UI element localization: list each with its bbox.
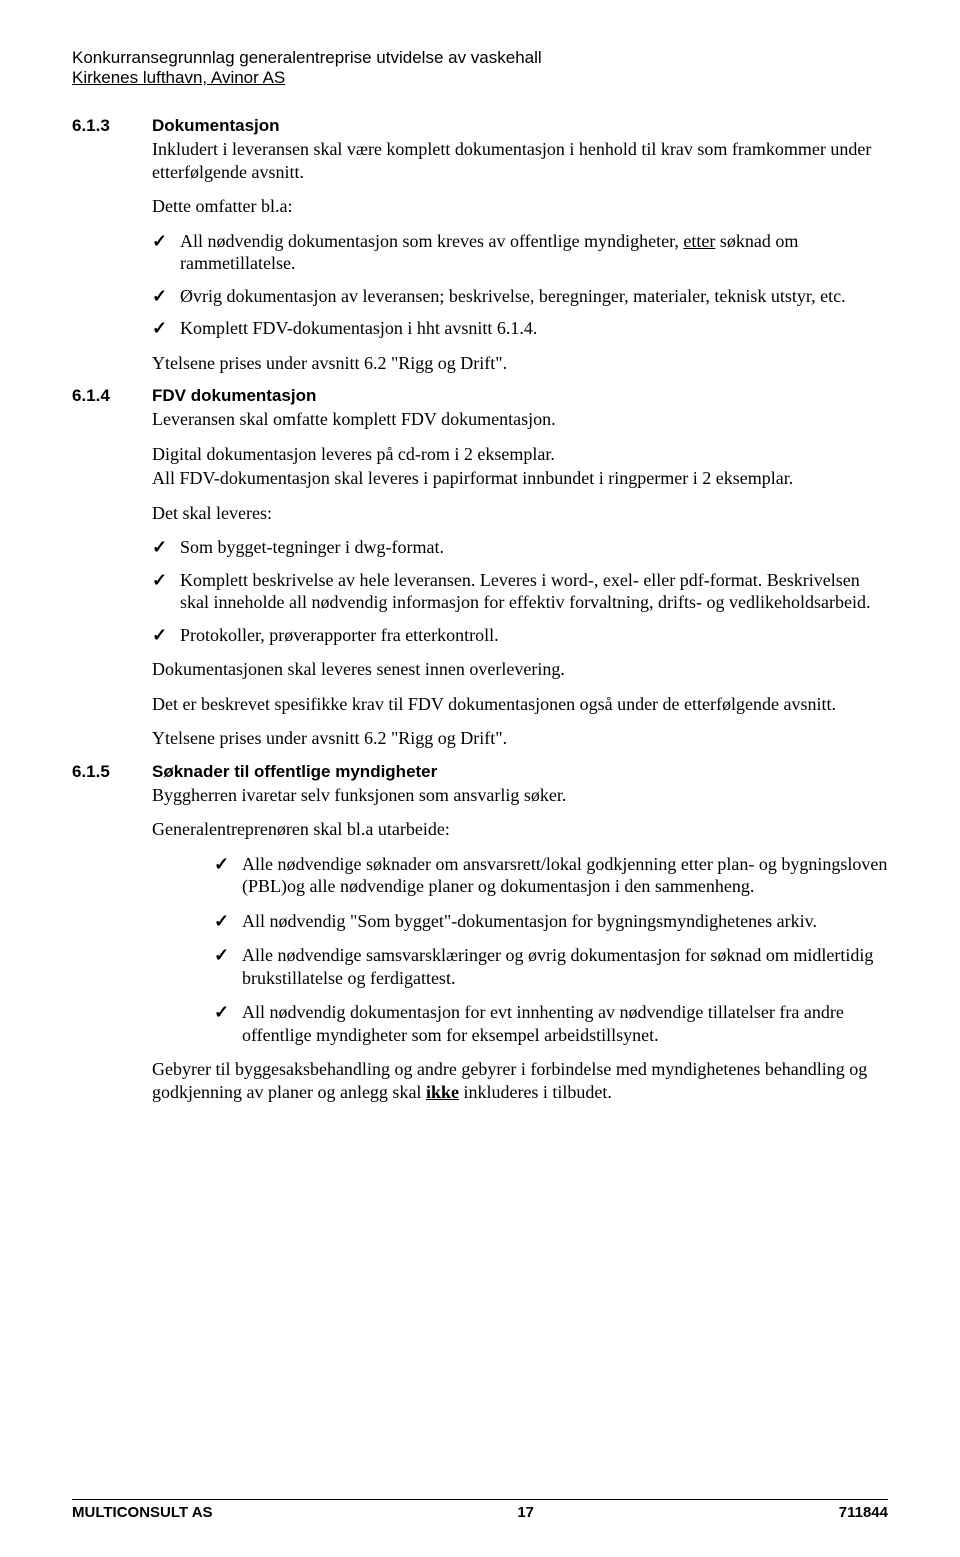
section-613-body: Inkludert i leveransen skal være komplet… — [152, 138, 888, 374]
check-list: Som bygget-tegninger i dwg-format. Kompl… — [152, 536, 888, 646]
page-footer: MULTICONSULT AS 17 711844 — [72, 1499, 888, 1521]
text: inkluderes i tilbudet. — [459, 1082, 612, 1102]
header-line-2: Kirkenes lufthavn, Avinor AS — [72, 68, 888, 88]
paragraph: Ytelsene prises under avsnitt 6.2 "Rigg … — [152, 727, 888, 750]
paragraph: Leveransen skal omfatte komplett FDV dok… — [152, 408, 888, 431]
list-item: Alle nødvendige samsvarsklæringer og øvr… — [242, 944, 888, 989]
section-613-heading: 6.1.3 Dokumentasjon — [72, 116, 888, 136]
paragraph: Det er beskrevet spesifikke krav til FDV… — [152, 693, 888, 716]
check-list: All nødvendig dokumentasjon som kreves a… — [152, 230, 888, 340]
paragraph: Dokumentasjonen skal leveres senest inne… — [152, 658, 888, 681]
section-614-heading: 6.1.4 FDV dokumentasjon — [72, 386, 888, 406]
section-615-body: Byggherren ivaretar selv funksjonen som … — [152, 784, 888, 1104]
page-header: Konkurransegrunnlag generalentreprise ut… — [72, 48, 888, 88]
section-614-body: Leveransen skal omfatte komplett FDV dok… — [152, 408, 888, 750]
section-title: FDV dokumentasjon — [152, 386, 316, 406]
section-title: Søknader til offentlige myndigheter — [152, 762, 437, 782]
list-item: Øvrig dokumentasjon av leveransen; beskr… — [180, 285, 888, 308]
paragraph: Det skal leveres: — [152, 502, 888, 525]
paragraph: All FDV-dokumentasjon skal leveres i pap… — [152, 467, 888, 490]
list-item: Protokoller, prøverapporter fra etterkon… — [180, 624, 888, 647]
text: All nødvendig dokumentasjon som kreves a… — [180, 231, 683, 251]
text-underlined: etter — [683, 231, 715, 251]
paragraph: Inkludert i leveransen skal være komplet… — [152, 138, 888, 183]
section-number: 6.1.5 — [72, 762, 152, 782]
footer-right: 711844 — [839, 1504, 888, 1521]
list-item: All nødvendig "Som bygget"-dokumentasjon… — [242, 910, 888, 933]
section-title: Dokumentasjon — [152, 116, 280, 136]
section-615-heading: 6.1.5 Søknader til offentlige myndighete… — [72, 762, 888, 782]
footer-page-number: 17 — [517, 1504, 534, 1521]
text-bold-underlined: ikke — [426, 1082, 459, 1102]
section-number: 6.1.3 — [72, 116, 152, 136]
list-item: Som bygget-tegninger i dwg-format. — [180, 536, 888, 559]
paragraph: Gebyrer til byggesaksbehandling og andre… — [152, 1058, 888, 1103]
paragraph: Generalentreprenøren skal bl.a utarbeide… — [152, 818, 888, 841]
section-number: 6.1.4 — [72, 386, 152, 406]
paragraph: Byggherren ivaretar selv funksjonen som … — [152, 784, 888, 807]
header-line-1: Konkurransegrunnlag generalentreprise ut… — [72, 48, 888, 68]
paragraph: Dette omfatter bl.a: — [152, 195, 888, 218]
list-item: All nødvendig dokumentasjon for evt innh… — [242, 1001, 888, 1046]
list-item: Alle nødvendige søknader om ansvarsrett/… — [242, 853, 888, 898]
footer-left: MULTICONSULT AS — [72, 1504, 213, 1521]
paragraph: Ytelsene prises under avsnitt 6.2 "Rigg … — [152, 352, 888, 375]
paragraph: Digital dokumentasjon leveres på cd-rom … — [152, 443, 888, 466]
check-list-indented: Alle nødvendige søknader om ansvarsrett/… — [152, 853, 888, 1047]
list-item: All nødvendig dokumentasjon som kreves a… — [180, 230, 888, 275]
page: Konkurransegrunnlag generalentreprise ut… — [0, 0, 960, 1557]
list-item: Komplett FDV-dokumentasjon i hht avsnitt… — [180, 317, 888, 340]
list-item: Komplett beskrivelse av hele leveransen.… — [180, 569, 888, 614]
